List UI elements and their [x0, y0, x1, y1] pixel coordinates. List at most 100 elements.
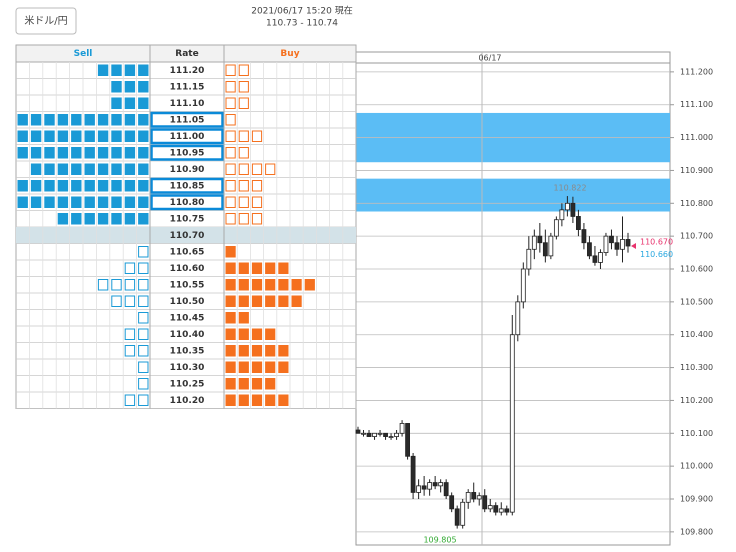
- buy-order: [251, 196, 263, 208]
- candle-body: [493, 505, 499, 513]
- column-header: Rate: [175, 49, 198, 59]
- rate-label: 110.80: [170, 198, 205, 208]
- candle-body: [548, 235, 554, 257]
- candle-body: [427, 482, 433, 490]
- sell-order: [138, 345, 149, 357]
- sell-order: [124, 130, 136, 142]
- candle-body: [432, 482, 438, 487]
- buy-order: [238, 328, 249, 340]
- sell-order: [138, 81, 149, 93]
- buy-order: [265, 394, 276, 406]
- sell-order: [84, 130, 95, 142]
- sell-order: [71, 114, 82, 126]
- sell-order: [111, 196, 122, 208]
- sell-order: [111, 97, 122, 109]
- buy-order: [225, 114, 236, 126]
- candle-body: [399, 423, 405, 434]
- rate-label: 110.65: [170, 247, 205, 257]
- sell-order: [111, 147, 122, 159]
- sell-order: [30, 147, 42, 159]
- sell-order: [138, 180, 149, 192]
- candle-body: [449, 495, 455, 510]
- y-tick-label: 110.800: [680, 199, 713, 208]
- pair-button-label[interactable]: 米ドル/円: [24, 14, 67, 27]
- price-marker: [631, 243, 636, 250]
- buy-order: [238, 163, 249, 175]
- sell-order: [44, 147, 55, 159]
- sell-order: [71, 180, 82, 192]
- candle-body: [438, 482, 444, 487]
- y-tick-label: 111.100: [680, 100, 713, 109]
- candle-body: [553, 219, 559, 237]
- rate-label: 110.85: [170, 181, 205, 191]
- sell-order: [124, 97, 136, 109]
- buy-order: [238, 81, 249, 93]
- candle-body: [592, 255, 598, 263]
- annotation: 110.660: [640, 250, 673, 259]
- sell-order: [57, 147, 69, 159]
- sell-order: [17, 130, 28, 142]
- sell-order: [138, 147, 149, 159]
- buy-order: [278, 345, 289, 357]
- pair-button[interactable]: [15, 7, 77, 35]
- sell-order: [124, 279, 136, 291]
- annotation: 109.805: [423, 536, 456, 545]
- timestamp: 2021/06/17 15:20 現在: [251, 5, 353, 17]
- sell-order: [71, 196, 82, 208]
- buy-order: [251, 163, 263, 175]
- buy-order: [225, 312, 236, 324]
- candle-body: [504, 508, 510, 513]
- sell-order: [84, 163, 95, 175]
- sell-order: [30, 130, 42, 142]
- y-tick-label: 110.200: [680, 396, 713, 405]
- sell-order: [111, 81, 122, 93]
- buy-order: [238, 196, 249, 208]
- sell-order: [17, 147, 28, 159]
- buy-order: [251, 130, 263, 142]
- candle-body: [355, 429, 361, 434]
- candle-body: [460, 501, 466, 526]
- candle-body: [520, 268, 526, 303]
- sell-order: [138, 196, 149, 208]
- buy-order: [304, 279, 315, 291]
- candle-body: [443, 482, 449, 497]
- candle-body: [454, 508, 460, 526]
- candle-body: [614, 242, 620, 250]
- buy-order: [225, 130, 236, 142]
- buy-order: [251, 345, 263, 357]
- annotation: 110.670: [640, 238, 673, 247]
- buy-order: [238, 394, 249, 406]
- y-tick-label: 110.000: [680, 462, 713, 471]
- candle-body: [498, 508, 504, 513]
- buy-order: [251, 361, 263, 373]
- candle-body: [598, 252, 603, 263]
- sell-order: [124, 328, 136, 340]
- sell-order: [44, 114, 55, 126]
- sell-order: [97, 147, 109, 159]
- candle-body: [625, 239, 631, 247]
- buy-order: [225, 163, 236, 175]
- buy-order: [225, 394, 236, 406]
- sell-order: [84, 147, 95, 159]
- candle-body: [416, 485, 422, 493]
- y-tick-label: 110.100: [680, 429, 713, 438]
- sell-order: [124, 163, 136, 175]
- buy-order: [238, 64, 249, 76]
- sell-order: [124, 213, 136, 225]
- candle-body: [361, 432, 366, 435]
- buy-order: [225, 328, 236, 340]
- sell-order: [57, 114, 69, 126]
- sell-order: [124, 295, 136, 307]
- buy-order: [291, 295, 302, 307]
- buy-order: [225, 279, 236, 291]
- sell-order: [44, 130, 55, 142]
- candle-body: [405, 423, 410, 457]
- candle-body: [537, 235, 543, 244]
- sell-order: [30, 180, 42, 192]
- y-tick-label: 111.200: [680, 67, 713, 76]
- buy-order: [225, 345, 236, 357]
- y-tick-label: 109.800: [680, 527, 713, 536]
- buy-order: [265, 163, 276, 175]
- rate-label: 110.60: [170, 264, 205, 274]
